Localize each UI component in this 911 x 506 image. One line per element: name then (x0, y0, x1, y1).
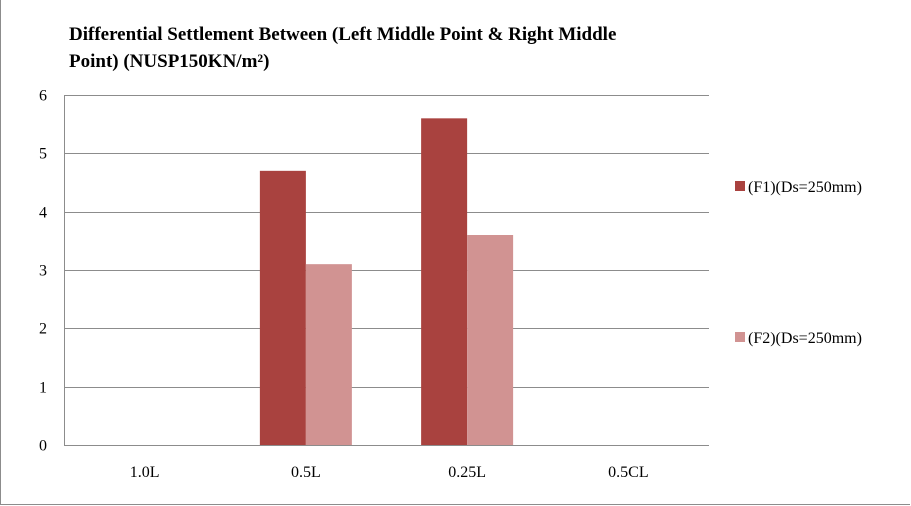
x-tick-label: 0.5L (291, 464, 321, 481)
x-tick-labels: 1.0L 0.5L 0.25L 0.5CL (130, 464, 649, 481)
legend-swatch-1 (735, 181, 745, 191)
bar-series1-0_5L (259, 170, 306, 446)
y-tick-label: 3 (39, 263, 47, 280)
legend: (F1)(Ds=250mm) (F2)(Ds=250mm) (735, 179, 862, 347)
y-tick-labels: 0 1 2 3 4 5 6 (39, 88, 47, 455)
chart-title-line2: Point) (NUSP150KN/m²) (69, 51, 269, 72)
y-tick-label: 1 (39, 380, 47, 397)
bars-layer (259, 118, 514, 446)
y-tick-label: 2 (39, 321, 47, 338)
y-tick-label: 4 (39, 205, 47, 222)
legend-label-2: (F2)(Ds=250mm) (748, 330, 862, 347)
x-tick-label: 1.0L (130, 464, 160, 481)
y-tick-label: 5 (39, 146, 47, 163)
chart-title-line1: Differential Settlement Between (Left Mi… (69, 24, 616, 45)
bar-series2-0_5L (305, 264, 352, 445)
grid-layer (64, 95, 709, 446)
x-tick-label: 0.25L (448, 464, 486, 481)
legend-swatch-2 (735, 332, 745, 342)
y-tick-label: 0 (39, 438, 47, 455)
bar-series2-0_25L (467, 235, 514, 445)
bar-series1-0_25L (421, 118, 468, 445)
legend-label-1: (F1)(Ds=250mm) (748, 179, 862, 196)
x-tick-label: 0.5CL (608, 464, 648, 481)
y-tick-label: 6 (39, 88, 47, 105)
